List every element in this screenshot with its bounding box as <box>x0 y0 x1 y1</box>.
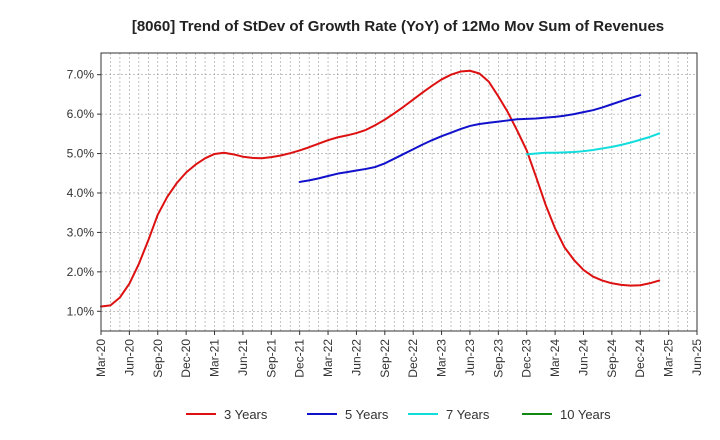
series-lines <box>100 69 661 308</box>
plot-frame <box>100 52 698 332</box>
x-tick-label: Sep-23 <box>491 339 505 378</box>
x-tick-label: Sep-22 <box>378 339 392 378</box>
y-tick-label: 1.0% <box>67 304 95 318</box>
x-tick-label: Sep-20 <box>151 339 165 378</box>
x-tick-label: Jun-21 <box>236 339 250 376</box>
series-line-7-years <box>525 132 661 156</box>
x-tick-label: Dec-21 <box>293 339 307 378</box>
legend: 3 Years 5 Years 7 Years 10 Years <box>186 407 611 422</box>
x-tick-label: Sep-24 <box>605 339 619 378</box>
x-axis-ticks: Mar-20 Jun-20 Sep-20 Dec-20 Mar-21 Jun-21 Sep-… <box>94 331 704 378</box>
series-line-3-years <box>100 69 661 308</box>
x-tick-label: Jun-25 <box>690 339 704 376</box>
y-tick-label: 3.0% <box>67 225 95 239</box>
y-axis-ticks: 1.0% 2.0% 3.0% 4.0% 5.0% 6.0% 7.0% <box>67 68 101 318</box>
legend-label-10-years: 10 Years <box>560 407 611 422</box>
y-tick-label: 6.0% <box>67 107 95 121</box>
x-tick-label: Mar-20 <box>94 339 108 377</box>
x-tick-label: Mar-23 <box>435 339 449 377</box>
x-tick-label: Mar-24 <box>548 339 562 377</box>
x-tick-label: Dec-24 <box>633 339 647 378</box>
plot-border <box>100 52 698 332</box>
x-tick-label: Jun-20 <box>122 339 136 376</box>
x-tick-label: Dec-22 <box>406 339 420 378</box>
x-tick-label: Dec-23 <box>520 339 534 378</box>
x-tick-label: Mar-21 <box>208 339 222 377</box>
legend-label-5-years: 5 Years <box>345 407 389 422</box>
y-tick-label: 5.0% <box>67 147 95 161</box>
y-tick-label: 2.0% <box>67 265 95 279</box>
x-tick-label: Dec-20 <box>179 339 193 378</box>
x-tick-label: Jun-22 <box>349 339 363 376</box>
y-tick-label: 7.0% <box>67 68 95 82</box>
series-line-5-years <box>298 94 642 183</box>
chart-title: [8060] Trend of StDev of Growth Rate (Yo… <box>132 18 664 35</box>
x-tick-label: Mar-22 <box>321 339 335 377</box>
grid-lines <box>101 53 697 331</box>
x-tick-label: Jun-24 <box>576 339 590 376</box>
x-tick-label: Sep-21 <box>264 339 278 378</box>
x-tick-label: Mar-25 <box>662 339 676 377</box>
plot-background <box>101 53 697 331</box>
plot-area <box>101 53 697 331</box>
y-tick-label: 4.0% <box>67 186 95 200</box>
x-tick-label: Jun-23 <box>463 339 477 376</box>
legend-label-3-years: 3 Years <box>224 407 268 422</box>
legend-label-7-years: 7 Years <box>446 407 490 422</box>
